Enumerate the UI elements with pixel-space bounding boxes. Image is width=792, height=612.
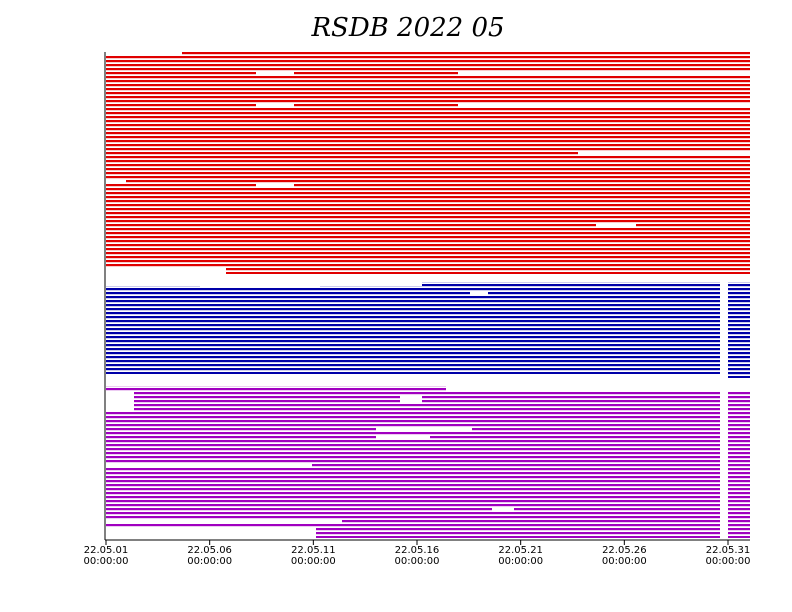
red-band <box>106 52 750 274</box>
x-tick-label: 22.05.11 <box>291 545 336 556</box>
x-tick-label: 22.05.31 <box>706 545 751 556</box>
x-tick-label: 22.05.26 <box>602 545 647 556</box>
x-ticks: 22.05.0100:00:0022.05.0600:00:0022.05.11… <box>84 540 751 567</box>
x-tick-time: 00:00:00 <box>395 556 440 567</box>
x-tick-label: 22.05.16 <box>395 545 440 556</box>
x-tick-time: 00:00:00 <box>84 556 129 567</box>
x-tick-time: 00:00:00 <box>291 556 336 567</box>
chart-title: RSDB 2022 05 <box>310 13 504 43</box>
x-tick-time: 00:00:00 <box>706 556 751 567</box>
gaps <box>106 52 750 538</box>
x-tick-time: 00:00:00 <box>187 556 232 567</box>
purple-band <box>106 386 750 538</box>
x-tick-label: 22.05.21 <box>498 545 543 556</box>
blue-band <box>106 282 750 378</box>
x-tick-label: 22.05.01 <box>84 545 129 556</box>
x-tick-label: 22.05.06 <box>187 545 232 556</box>
x-tick-time: 00:00:00 <box>602 556 647 567</box>
plot-area <box>106 52 750 538</box>
x-tick-time: 00:00:00 <box>498 556 543 567</box>
